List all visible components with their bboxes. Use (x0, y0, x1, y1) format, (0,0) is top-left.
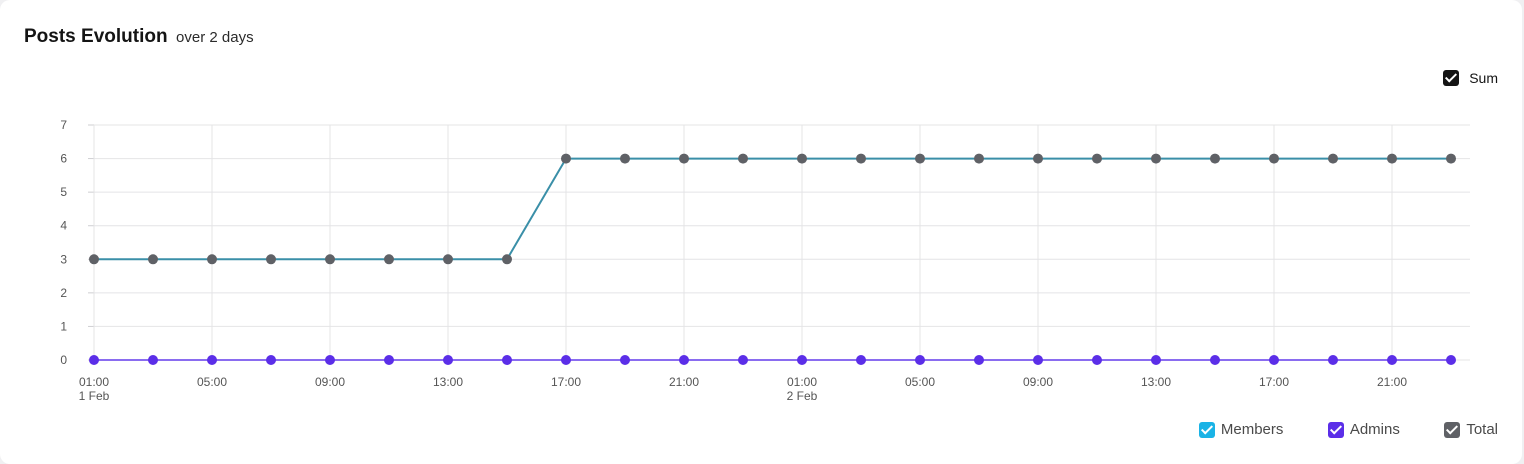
data-point-total[interactable] (679, 153, 689, 164)
y-tick-label: 2 (60, 286, 67, 300)
admins-checkbox-icon[interactable] (1327, 421, 1344, 438)
data-point-admins[interactable] (148, 355, 158, 365)
data-point-total[interactable] (738, 153, 748, 164)
x-tick-label: 21:00 (669, 375, 699, 389)
sum-label: Sum (1469, 69, 1498, 86)
data-point-total[interactable] (89, 254, 99, 265)
data-point-admins[interactable] (89, 355, 99, 365)
data-point-admins[interactable] (1033, 355, 1043, 365)
data-point-admins[interactable] (1269, 355, 1279, 365)
data-point-total[interactable] (1210, 153, 1220, 164)
data-point-admins[interactable] (679, 355, 689, 365)
legend-label-members: Members (1220, 421, 1284, 439)
data-point-total[interactable] (915, 153, 925, 164)
data-point-total[interactable] (974, 153, 984, 164)
data-point-admins[interactable] (1446, 355, 1456, 365)
y-tick-label: 4 (60, 219, 67, 233)
chart-legend: Members Admins Total (1159, 421, 1498, 439)
data-point-admins[interactable] (620, 355, 630, 365)
x-tick-date-label: 1 Feb (79, 389, 110, 403)
data-point-admins[interactable] (915, 355, 925, 365)
y-tick-label: 3 (60, 252, 67, 266)
legend-label-admins: Admins (1349, 421, 1400, 439)
y-axis-ticks: 0 1 2 3 4 5 6 7 (60, 118, 67, 367)
data-point-total[interactable] (561, 153, 571, 164)
data-point-admins[interactable] (561, 355, 571, 365)
data-point-total[interactable] (502, 254, 512, 265)
chart-subtitle: over 2 days (176, 29, 254, 46)
x-tick-label: 01:00 (79, 375, 109, 389)
data-point-total[interactable] (325, 254, 335, 265)
total-checkbox-icon[interactable] (1444, 421, 1461, 438)
data-point-total[interactable] (1269, 153, 1279, 164)
legend-item-admins[interactable]: Admins (1327, 421, 1400, 439)
x-tick-label: 21:00 (1377, 375, 1407, 389)
y-tick-label: 0 (60, 353, 67, 367)
y-tick-label: 5 (60, 185, 67, 199)
y-tick-label: 7 (60, 118, 67, 132)
chart-grid (88, 124, 1470, 361)
data-point-total[interactable] (1151, 153, 1161, 164)
data-point-admins[interactable] (1210, 355, 1220, 365)
data-point-admins[interactable] (856, 355, 866, 365)
chart-series (89, 153, 1456, 365)
legend-item-total[interactable]: Total (1444, 421, 1498, 439)
data-point-total[interactable] (1387, 153, 1397, 164)
x-tick-label: 05:00 (197, 375, 227, 389)
sum-toggle[interactable]: Sum (1442, 69, 1498, 87)
x-tick-label: 13:00 (1141, 375, 1171, 389)
data-point-total[interactable] (148, 254, 158, 265)
legend-item-members[interactable]: Members (1198, 421, 1284, 439)
series-line-members (94, 157, 1451, 261)
data-point-admins[interactable] (207, 355, 217, 365)
chart-title: Posts Evolution (24, 26, 168, 47)
data-point-total[interactable] (443, 254, 453, 265)
data-point-total[interactable] (620, 153, 630, 164)
x-tick-label: 09:00 (315, 375, 345, 389)
data-point-total[interactable] (384, 254, 394, 265)
data-point-total[interactable] (207, 254, 217, 265)
data-point-admins[interactable] (384, 355, 394, 365)
y-tick-label: 1 (60, 319, 67, 333)
data-point-admins[interactable] (502, 355, 512, 365)
members-checkbox-icon[interactable] (1198, 421, 1215, 438)
x-tick-date-label: 2 Feb (787, 389, 818, 403)
legend-label-total: Total (1466, 421, 1498, 439)
data-point-admins[interactable] (1328, 355, 1338, 365)
x-tick-label: 17:00 (1259, 375, 1289, 389)
data-point-admins[interactable] (325, 355, 335, 365)
data-point-total[interactable] (1092, 153, 1102, 164)
data-point-total[interactable] (856, 153, 866, 164)
data-point-total[interactable] (266, 254, 276, 265)
data-point-admins[interactable] (1387, 355, 1397, 365)
y-tick-label: 6 (60, 152, 67, 166)
data-point-admins[interactable] (1092, 355, 1102, 365)
x-tick-label: 17:00 (551, 375, 581, 389)
data-point-admins[interactable] (797, 355, 807, 365)
x-tick-label: 09:00 (1023, 375, 1053, 389)
chart-header: Posts Evolution over 2 days (24, 26, 254, 48)
data-point-admins[interactable] (1151, 355, 1161, 365)
data-point-total[interactable] (1446, 153, 1456, 164)
x-tick-label: 13:00 (433, 375, 463, 389)
data-point-admins[interactable] (266, 355, 276, 365)
data-point-admins[interactable] (738, 355, 748, 365)
x-tick-label: 05:00 (905, 375, 935, 389)
x-tick-label: 01:00 (787, 375, 817, 389)
data-point-admins[interactable] (443, 355, 453, 365)
sum-checkbox-icon[interactable] (1442, 69, 1459, 86)
data-point-total[interactable] (1328, 153, 1338, 164)
data-point-admins[interactable] (974, 355, 984, 365)
data-point-total[interactable] (797, 153, 807, 164)
data-point-total[interactable] (1033, 153, 1043, 164)
